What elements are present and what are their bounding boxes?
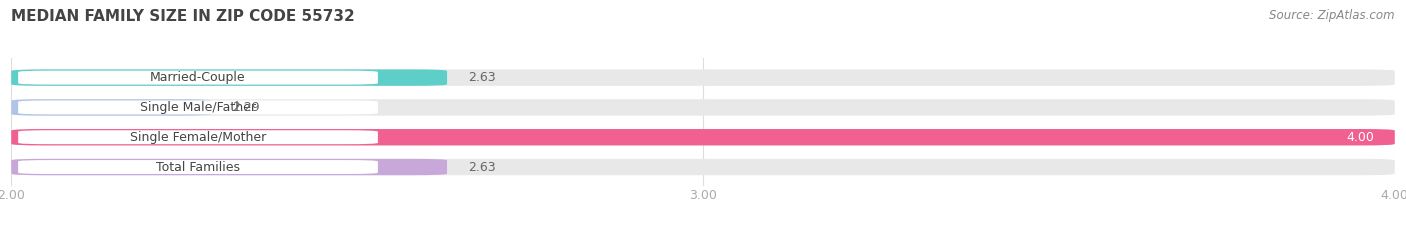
Text: Single Male/Father: Single Male/Father — [141, 101, 256, 114]
Text: Total Families: Total Families — [156, 161, 240, 174]
FancyBboxPatch shape — [11, 159, 447, 175]
Text: Source: ZipAtlas.com: Source: ZipAtlas.com — [1270, 9, 1395, 22]
Text: 2.63: 2.63 — [468, 71, 495, 84]
FancyBboxPatch shape — [11, 159, 1395, 175]
Text: MEDIAN FAMILY SIZE IN ZIP CODE 55732: MEDIAN FAMILY SIZE IN ZIP CODE 55732 — [11, 9, 354, 24]
FancyBboxPatch shape — [18, 71, 378, 85]
FancyBboxPatch shape — [18, 160, 378, 174]
FancyBboxPatch shape — [11, 129, 1395, 145]
FancyBboxPatch shape — [11, 129, 1395, 145]
Text: Married-Couple: Married-Couple — [150, 71, 246, 84]
FancyBboxPatch shape — [11, 69, 447, 86]
FancyBboxPatch shape — [11, 69, 1395, 86]
FancyBboxPatch shape — [18, 130, 378, 144]
FancyBboxPatch shape — [11, 99, 212, 116]
Text: 2.63: 2.63 — [468, 161, 495, 174]
FancyBboxPatch shape — [18, 100, 378, 114]
FancyBboxPatch shape — [11, 99, 1395, 116]
Text: 2.29: 2.29 — [232, 101, 260, 114]
Text: Single Female/Mother: Single Female/Mother — [129, 131, 266, 144]
Text: 4.00: 4.00 — [1346, 131, 1374, 144]
